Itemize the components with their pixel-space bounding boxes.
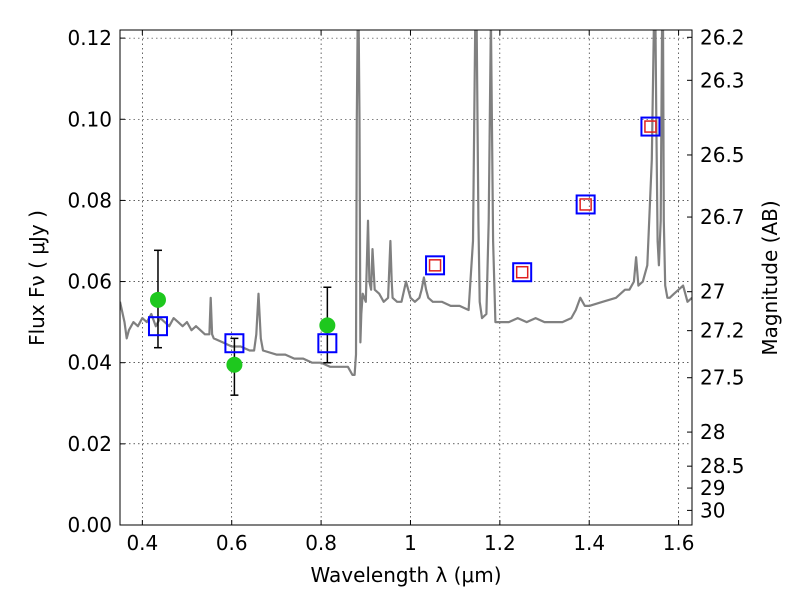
model-flux-square bbox=[640, 116, 661, 137]
magnitude-tick-label: 26.5 bbox=[700, 143, 745, 167]
photometry-small-square bbox=[644, 120, 657, 133]
x-axis-label: Wavelength λ (μm) bbox=[310, 563, 501, 587]
magnitude-tick-label: 30 bbox=[700, 498, 725, 522]
photometry-small-square bbox=[579, 198, 592, 211]
magnitude-axis-label: Magnitude (AB) bbox=[758, 200, 782, 355]
plot-frame bbox=[119, 29, 693, 526]
x-tick-label: 1.4 bbox=[573, 531, 605, 555]
magnitude-tick-label: 27 bbox=[700, 280, 725, 304]
x-tick-label: 1.2 bbox=[484, 531, 516, 555]
y-tick-label: 0.10 bbox=[67, 107, 112, 131]
y-tick-label: 0.08 bbox=[67, 188, 112, 212]
model-flux-square bbox=[317, 333, 338, 354]
magnitude-tick-label: 28.5 bbox=[700, 454, 745, 478]
y-tick-label: 0.06 bbox=[67, 270, 112, 294]
y-tick-label: 0.12 bbox=[67, 26, 112, 50]
y-tick-label: 0.02 bbox=[67, 432, 112, 456]
x-tick-label: 0.8 bbox=[305, 531, 337, 555]
grid bbox=[120, 30, 692, 526]
plot-area bbox=[120, 30, 692, 396]
photometry-small-square bbox=[515, 265, 529, 279]
model-flux-square bbox=[425, 255, 446, 276]
x-tick-label: 1.6 bbox=[663, 531, 695, 555]
y-tick-label: 0.00 bbox=[67, 513, 112, 537]
model-flux-square bbox=[575, 194, 596, 215]
magnitude-tick-label: 26.3 bbox=[700, 68, 745, 92]
photometry-point bbox=[149, 291, 166, 308]
magnitude-tick-label: 27.5 bbox=[700, 366, 745, 390]
model-flux-square bbox=[147, 316, 168, 337]
x-tick-label: 0.4 bbox=[126, 531, 158, 555]
magnitude-tick-label: 29 bbox=[700, 476, 725, 500]
model-flux-square bbox=[224, 333, 245, 354]
y-axis-label: Flux Fν ( μJy ) bbox=[25, 210, 49, 346]
x-tick-label: 0.6 bbox=[216, 531, 248, 555]
spectrum-line bbox=[120, 30, 692, 376]
x-tick-label: 1 bbox=[404, 531, 417, 555]
magnitude-tick-label: 26.7 bbox=[700, 205, 745, 229]
photometry-point bbox=[226, 356, 243, 373]
magnitude-tick-label: 27.2 bbox=[700, 319, 745, 343]
y-tick-label: 0.04 bbox=[67, 351, 112, 375]
photometry-point bbox=[319, 317, 336, 334]
photometry-small-square bbox=[428, 259, 442, 272]
model-flux-square bbox=[512, 262, 533, 283]
axes: 0.4 0.6 0.8 1 1.2 1.4 1.6 0.00 0.02 0.04 0.06 0.08 0… bbox=[67, 25, 744, 555]
magnitude-tick-label: 26.2 bbox=[700, 25, 745, 49]
magnitude-tick-label: 28 bbox=[700, 420, 725, 444]
